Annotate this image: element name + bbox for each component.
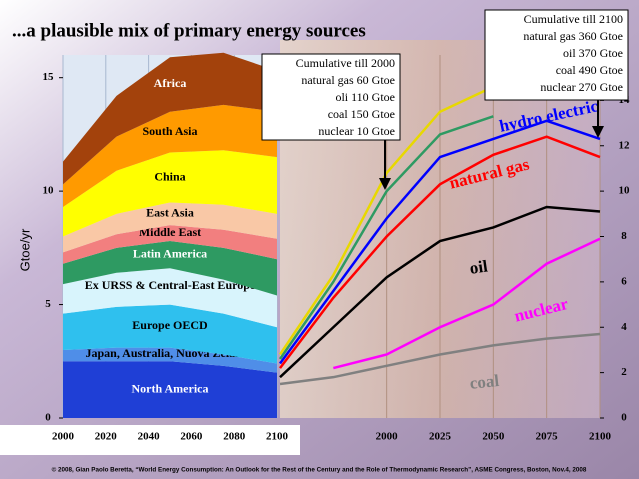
box-line: oil 370 Gtoe [563, 46, 623, 60]
area-label: Europe OECD [132, 318, 208, 332]
line [279, 205, 601, 379]
line [278, 115, 494, 360]
area-label: Latin America [133, 246, 207, 260]
y-tick-label: 15 [43, 71, 55, 83]
area-label: North America [132, 381, 209, 395]
area [63, 361, 277, 418]
credit: © 2008, Gian Paolo Beretta, “World Energ… [52, 466, 587, 474]
series-label: oil [468, 256, 489, 277]
box-line: natural gas 60 Gtoe [301, 73, 395, 87]
area [63, 241, 277, 296]
y-axis-label: Gtoe/yr [17, 228, 32, 271]
y-tick-label: 2 [621, 366, 627, 378]
area [63, 52, 277, 185]
area [63, 268, 277, 328]
box-line: nuclear 270 Gtoe [540, 80, 623, 94]
area-label: Africa [154, 76, 187, 90]
x-tick-label: 2025 [429, 431, 452, 443]
x-tick-label: 2060 [180, 431, 203, 443]
area [63, 104, 277, 208]
y-tick-label: 10 [43, 185, 55, 197]
y-tick-label: 0 [621, 412, 627, 424]
x-tick-label: 2040 [138, 431, 161, 443]
x-tick-label: 2050 [482, 431, 505, 443]
area-label: Ex URSS & Central-East Europe [85, 278, 256, 292]
area-label: Middle East [139, 225, 201, 239]
y-tick-label: 5 [45, 298, 51, 310]
x-tick-label: 2000 [52, 431, 75, 443]
x-tick-label: 2020 [95, 431, 118, 443]
area [63, 304, 277, 364]
area [63, 150, 277, 237]
box-line: nuclear 10 Gtoe [318, 124, 395, 138]
line [279, 135, 601, 369]
annotation-box: Cumulative till 2000 natural gas 60 Gtoe o… [261, 53, 401, 190]
box-line: coal 490 Gtoe [556, 63, 623, 77]
arrow-head [592, 126, 604, 138]
series-label: coal [469, 371, 500, 393]
y-tick-label: 12 [619, 139, 631, 151]
area [63, 225, 277, 264]
area-label: South Asia [142, 124, 197, 138]
area-label: China [154, 169, 185, 183]
annotation-box: Cumulative till 2100 natural gas 360 Gtoe… [484, 9, 629, 138]
line [333, 237, 601, 370]
y-tick-label: 6 [621, 275, 627, 287]
x-tick-label: 2000 [376, 431, 399, 443]
x-tick-label: 2100 [266, 431, 289, 443]
y-tick-label: 10 [619, 185, 631, 197]
chart-title: ...a plausible mix of primary energy sou… [12, 20, 366, 41]
y-tick-label: 4 [621, 321, 627, 333]
box-frame [261, 53, 401, 141]
box-frame [484, 9, 629, 101]
line [279, 332, 601, 386]
box-line: coal 150 Gtoe [328, 107, 395, 121]
line [278, 85, 494, 356]
left-axis-band [0, 425, 300, 455]
y-tick-label: 0 [45, 412, 51, 424]
area-label: East Asia [146, 206, 194, 220]
x-tick-label: 2080 [223, 431, 246, 443]
box-line: oli 110 Gtoe [335, 90, 395, 104]
y-tick-label: 8 [621, 230, 627, 242]
arrow-head [379, 178, 391, 190]
line [278, 119, 601, 365]
box-title: Cumulative till 2000 [296, 56, 395, 70]
box-line: natural gas 360 Gtoe [523, 29, 623, 43]
area [63, 347, 277, 373]
box-title: Cumulative till 2100 [524, 12, 623, 26]
x-tick-label: 2075 [536, 431, 559, 443]
x-tick-label: 2100 [589, 431, 612, 443]
area [63, 202, 277, 253]
